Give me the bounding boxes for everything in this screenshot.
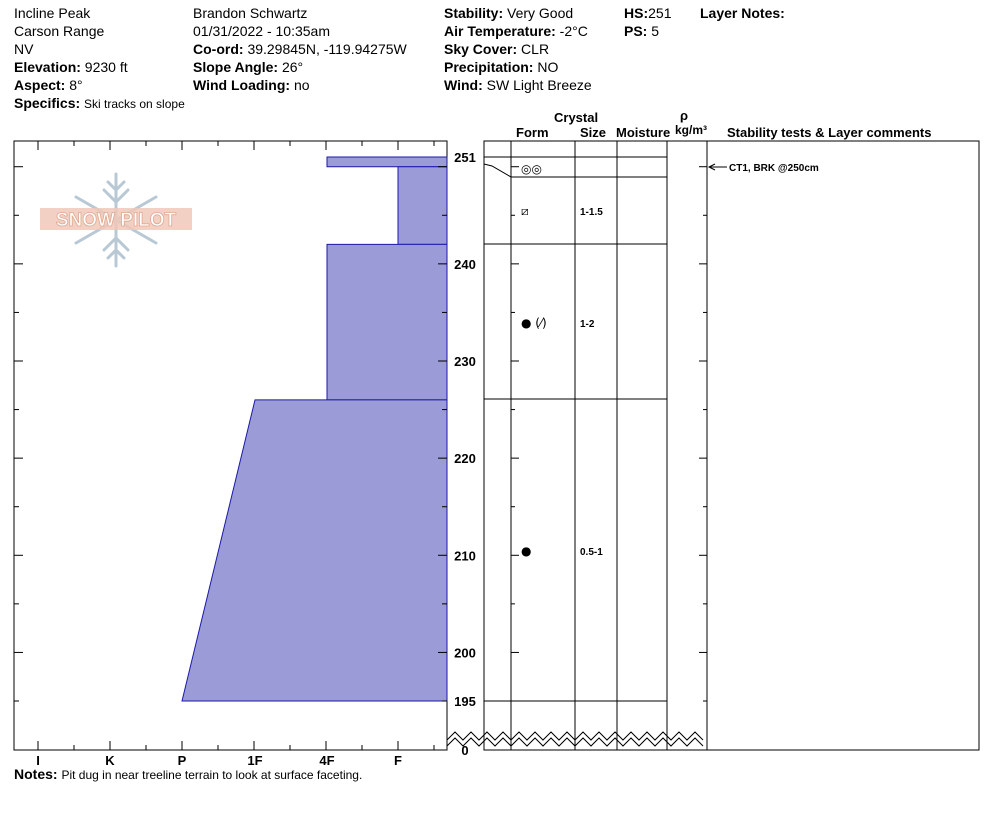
- slope-value: 26°: [281, 59, 304, 75]
- specifics-value: Ski tracks on slope: [84, 97, 185, 111]
- elevation-field: Elevation: 9230 ft: [14, 58, 128, 76]
- crystal-header: Crystal: [554, 110, 599, 125]
- observer-name: Brandon Schwartz: [193, 5, 308, 21]
- coord-label: Co-ord:: [193, 41, 244, 57]
- hardness-layer: [326, 243, 448, 401]
- crystal-size: 0.5-1: [580, 547, 603, 558]
- aspect-field: Aspect: 8°: [14, 76, 83, 94]
- form-header: Form: [516, 125, 549, 140]
- hardness-label-P: P: [178, 753, 187, 768]
- aspect-label: Aspect:: [14, 77, 66, 93]
- hs-field: HS:251: [624, 4, 671, 22]
- moisture-header: Moisture: [616, 125, 671, 140]
- mountain-range: Carson Range: [14, 23, 105, 39]
- sky-field: Sky Cover: CLR: [444, 40, 549, 58]
- ps-label: PS:: [624, 23, 648, 39]
- crystal-form: ◎◎: [521, 162, 542, 176]
- axis-break-zigzag: [446, 737, 704, 747]
- wind-loading-label: Wind Loading:: [193, 77, 291, 93]
- observation-datetime: 01/31/2022 - 10:35am: [193, 23, 330, 39]
- notes-label: Notes:: [14, 766, 58, 782]
- hs-value: 251: [648, 5, 672, 21]
- layer-notes-field: Layer Notes:: [700, 4, 785, 22]
- precip-value: NO: [537, 59, 559, 75]
- boundary-connector: [483, 163, 512, 178]
- coord-value: 39.29845N, -119.94275W: [247, 41, 407, 57]
- hardness-label-K: K: [105, 753, 115, 768]
- ps-field: PS: 5: [624, 22, 659, 40]
- stability-field: Stability: Very Good: [444, 4, 573, 22]
- stability-value: Very Good: [507, 5, 574, 21]
- sky-value: CLR: [521, 41, 550, 57]
- comment-arrow: [707, 163, 716, 171]
- precip-field: Precipitation: NO: [444, 58, 558, 76]
- crystal-form: ●: [521, 544, 531, 558]
- depth-label-0: 0: [461, 743, 468, 758]
- crystal-size: 1-2: [580, 319, 595, 330]
- hardness-label-F: F: [394, 753, 402, 768]
- hardness-label-1F: 1F: [247, 753, 262, 768]
- crystal-form: ⧄: [521, 204, 529, 218]
- depth-label-220: 220: [454, 451, 476, 466]
- wind-loading-value: no: [293, 77, 310, 93]
- depth-label-210: 210: [454, 548, 476, 563]
- depth-label-251: 251: [454, 150, 476, 165]
- depth-label-240: 240: [454, 257, 476, 272]
- sky-label: Sky Cover:: [444, 41, 518, 57]
- notes-field: Notes: Pit dug in near treeline terrain …: [14, 766, 362, 782]
- depth-label-200: 200: [454, 645, 476, 660]
- wind-label: Wind:: [444, 77, 483, 93]
- hardness-label-4F: 4F: [319, 753, 334, 768]
- stability-label: Stability:: [444, 5, 504, 21]
- rho-header: ρ: [680, 108, 689, 123]
- hardness-layer: [397, 166, 448, 245]
- snowpilot-logo: SNOW PILOT: [40, 172, 192, 268]
- slope-field: Slope Angle: 26°: [193, 58, 303, 76]
- hardness-layer: [326, 156, 448, 168]
- elevation-label: Elevation:: [14, 59, 81, 75]
- elevation-value: 9230 ft: [84, 59, 128, 75]
- slope-label: Slope Angle:: [193, 59, 279, 75]
- air-temp-label: Air Temperature:: [444, 23, 556, 39]
- ps-value: 5: [651, 23, 660, 39]
- state: NV: [14, 41, 34, 57]
- crystal-form: ● (⁄): [521, 316, 547, 330]
- hardness-label-I: I: [36, 753, 40, 768]
- wind-value: SW Light Breeze: [486, 77, 592, 93]
- air-temp-field: Air Temperature: -2°C: [444, 22, 588, 40]
- layer-table-frame: [483, 140, 980, 751]
- density-unit-header: kg/m³: [675, 123, 708, 137]
- air-temp-value: -2°C: [559, 23, 588, 39]
- stability-comment: CT1, BRK @250cm: [729, 163, 819, 174]
- notes-value: Pit dug in near treeline terrain to look…: [61, 768, 363, 782]
- logo-text: SNOW PILOT: [56, 210, 177, 231]
- crystal-size: 1-1.5: [580, 207, 603, 218]
- specifics-field: Specifics: Ski tracks on slope: [14, 94, 185, 113]
- specifics-label: Specifics:: [14, 95, 81, 111]
- size-header: Size: [580, 125, 607, 140]
- depth-label-230: 230: [454, 354, 476, 369]
- wind-loading-field: Wind Loading: no: [193, 76, 310, 94]
- hs-label: HS:: [624, 5, 649, 21]
- aspect-value: 8°: [69, 77, 83, 93]
- axis-break-zigzag: [446, 731, 704, 741]
- layer-notes-label: Layer Notes:: [700, 5, 785, 21]
- wind-field: Wind: SW Light Breeze: [444, 76, 592, 94]
- location-name: Incline Peak: [14, 5, 91, 21]
- coord-field: Co-ord: 39.29845N, -119.94275W: [193, 40, 407, 58]
- hardness-layer: [181, 399, 448, 702]
- precip-label: Precipitation:: [444, 59, 534, 75]
- depth-label-195: 195: [454, 694, 476, 709]
- comments-header: Stability tests & Layer comments: [727, 125, 932, 140]
